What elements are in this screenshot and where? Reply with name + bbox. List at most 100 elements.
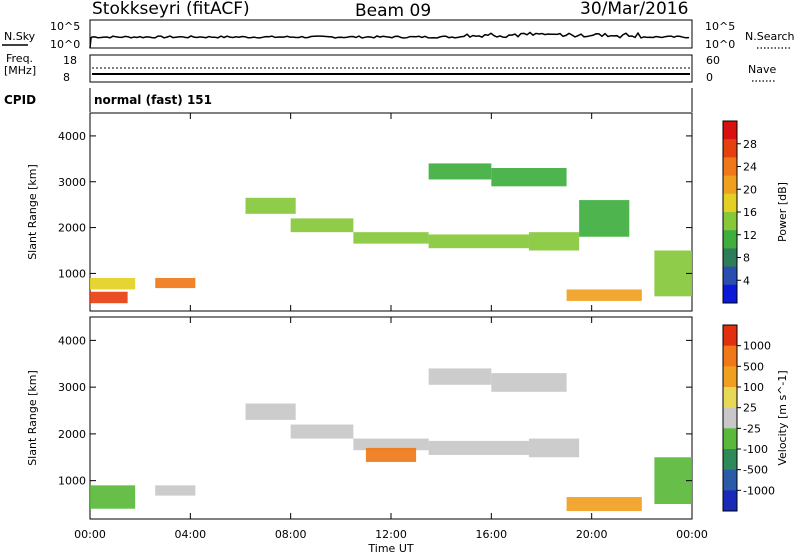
colorbar-swatch	[723, 230, 737, 249]
freq-unit-label: [MHz]	[4, 64, 36, 77]
data-band	[528, 438, 580, 458]
data-band	[566, 497, 642, 512]
nsearch-label: N.Search	[745, 30, 795, 43]
data-band	[491, 373, 567, 392]
time-tick-label: 20:00	[576, 528, 608, 541]
colorbar-label: 28	[743, 138, 757, 151]
y-tick-label: 4000	[58, 334, 86, 347]
beam-title: Beam 09	[355, 1, 431, 21]
data-band	[566, 289, 642, 301]
date-title: 30/Mar/2016	[580, 0, 688, 19]
colorbar-swatch	[723, 121, 737, 140]
y-tick-label: 4000	[58, 130, 86, 143]
colorbar-swatch	[723, 428, 737, 450]
cpid-label: CPID	[4, 93, 36, 107]
colorbar-swatch	[723, 266, 737, 286]
nave-tick-high: 60	[706, 54, 720, 67]
freq-label: Freq.	[6, 52, 33, 65]
data-band	[155, 278, 196, 289]
y-tick-label: 3000	[58, 176, 86, 189]
y-tick-label: 2000	[58, 222, 86, 235]
data-band	[428, 368, 492, 385]
data-band	[353, 438, 429, 451]
colorbar-label: 24	[743, 161, 757, 174]
time-axis-title: Time UT	[367, 542, 413, 554]
data-band	[155, 485, 196, 496]
colorbar-swatch	[723, 449, 737, 471]
colorbar-swatch	[723, 387, 737, 409]
y-tick-label: 1000	[58, 267, 86, 280]
time-tick-label: 16:00	[475, 528, 507, 541]
data-band	[353, 232, 429, 244]
data-band	[365, 447, 417, 462]
nsky-tick-low: 10^0	[50, 38, 80, 51]
data-band	[290, 424, 354, 439]
nave-tick-low: 0	[706, 71, 713, 84]
data-band	[491, 168, 567, 187]
colorbar-label: 12	[743, 229, 757, 242]
colorbar-label: -500	[743, 464, 768, 477]
data-band	[528, 232, 580, 251]
colorbar-swatch	[723, 490, 737, 512]
data-band	[428, 234, 529, 249]
frequency-panel: Freq. [MHz] 18 8 60 0 Nave	[4, 52, 776, 84]
time-tick-label: 04:00	[174, 528, 206, 541]
data-band	[654, 457, 692, 505]
colorbar-swatch	[723, 469, 737, 491]
data-band	[245, 403, 296, 420]
nsky-label: N.Sky	[4, 30, 36, 43]
colorbar-title: Velocity [m s^-1]	[776, 370, 789, 465]
colorbar-label: 4	[743, 274, 750, 287]
cpid-value: normal (fast) 151	[94, 93, 212, 107]
colorbar-swatch	[723, 366, 737, 388]
y-tick-label: 3000	[58, 381, 86, 394]
station-title: Stokkseyri (fitACF)	[92, 0, 250, 19]
colorbar-swatch	[723, 248, 737, 268]
velocity-panel: 4000 3000 2000 1000 Slant Range [km] 1000 500 1…	[26, 316, 789, 520]
colorbar-label: -25	[743, 422, 761, 435]
time-tick-label: 12:00	[375, 528, 407, 541]
colorbar-swatch	[723, 139, 737, 158]
colorbar-swatch	[723, 212, 737, 231]
data-band	[90, 485, 136, 509]
colorbar-label: 20	[743, 183, 757, 196]
data-band	[90, 291, 128, 304]
data-band	[90, 278, 136, 290]
data-band	[290, 218, 354, 233]
y-axis-title: Slant Range [km]	[26, 370, 39, 466]
nsky-trace	[89, 31, 690, 49]
nsearch-tick-high: 10^5	[705, 20, 735, 33]
colorbar-label: 25	[743, 402, 757, 415]
colorbar-swatch	[723, 407, 737, 429]
colorbar-label: -100	[743, 443, 768, 456]
colorbar-label: 500	[743, 360, 764, 373]
sky-noise-panel: N.Sky 10^5 10^0 10^5 10^0 N.Search	[2, 19, 795, 51]
time-axis: 00:00 04:00 08:00 12:00 16:00 20:00 00:00	[74, 113, 708, 541]
nsky-tick-high: 10^5	[50, 20, 80, 33]
colorbar-label: 8	[743, 252, 750, 265]
data-band	[428, 163, 492, 180]
colorbar-label: 16	[743, 206, 757, 219]
y-axis-title: Slant Range [km]	[26, 164, 39, 260]
colorbar-swatch	[723, 175, 737, 195]
data-band	[245, 197, 296, 214]
colorbar-swatch	[723, 157, 737, 177]
freq-tick-high: 18	[63, 54, 77, 67]
time-tick-label: 00:00	[74, 528, 106, 541]
nsearch-tick-low: 10^0	[705, 38, 735, 51]
freq-tick-low: 8	[63, 71, 70, 84]
y-tick-label: 2000	[58, 428, 86, 441]
data-band	[654, 250, 692, 297]
colorbar-swatch	[723, 345, 737, 367]
colorbar-title: Power [dB]	[776, 182, 789, 242]
colorbar-swatch	[723, 284, 737, 304]
colorbar-label: -1000	[743, 484, 775, 497]
data-band	[428, 440, 529, 455]
colorbar-swatch	[723, 193, 737, 213]
colorbar-swatch	[723, 325, 737, 347]
colorbar-label: 1000	[743, 340, 771, 353]
time-tick-label: 08:00	[275, 528, 307, 541]
colorbar-label: 100	[743, 381, 764, 394]
